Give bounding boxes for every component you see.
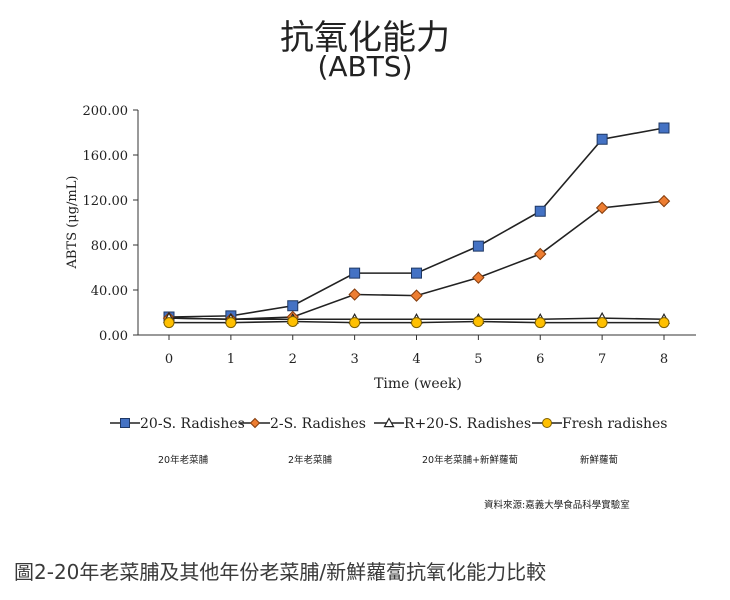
x-tick-label: 0: [165, 352, 173, 367]
x-axis-label: Time (week): [374, 376, 462, 392]
legend-marker: [532, 418, 562, 428]
series-fresh-radishes: [163, 316, 670, 329]
x-tick-label: 3: [350, 352, 358, 367]
legend-marker: [110, 418, 140, 428]
line-chart: 0.00 40.00 80.00 120.00 160.00 200.00 0 1 2 3 4 5 6…: [65, 104, 696, 392]
data-point: [225, 317, 237, 329]
chart-title: 抗氧化能力: [280, 18, 450, 58]
legend-label: Fresh radishes: [562, 416, 668, 432]
y-tick-label: 0.00: [99, 329, 128, 344]
chart-legend: 20-S. Radishes 20年老菜脯 2-S. Radishes 2年老菜脯 R+…: [110, 416, 710, 476]
legend-label: R+20-S. Radishes: [404, 416, 532, 432]
legend-label: 2-S. Radishes: [270, 416, 366, 432]
data-point: [383, 417, 395, 428]
legend-item: Fresh radishes: [532, 416, 668, 432]
y-tick-labels: 0.00 40.00 80.00 120.00 160.00 200.00: [83, 104, 138, 344]
x-tick-labels: 0 1 2 3 4 5 6 7 8: [165, 335, 668, 367]
data-point: [411, 267, 422, 279]
legend-marker: [374, 417, 404, 428]
x-tick-label: 1: [227, 352, 235, 367]
data-point: [410, 289, 423, 302]
x-tick-label: 7: [598, 352, 606, 367]
x-tick-label: 2: [289, 352, 297, 367]
data-point: [658, 122, 670, 134]
data-point: [534, 205, 546, 217]
data-point: [472, 271, 485, 284]
data-point: [596, 317, 608, 329]
y-tick-label: 160.00: [83, 149, 129, 164]
y-tick-label: 120.00: [83, 194, 129, 209]
y-tick-label: 40.00: [91, 284, 128, 299]
legend-marker: [240, 417, 270, 429]
chart-series: [162, 122, 671, 329]
source-note: 資料來源:嘉義大學食品科學實驗室: [484, 500, 630, 511]
data-point: [120, 418, 130, 428]
data-point: [163, 317, 175, 329]
x-tick-label: 4: [412, 352, 420, 367]
data-point: [287, 316, 299, 327]
data-point: [534, 317, 546, 329]
legend-label: 20-S. Radishes: [140, 416, 245, 432]
data-point: [595, 201, 609, 215]
data-point: [596, 133, 608, 145]
data-point: [542, 418, 552, 428]
series-line: [168, 127, 665, 318]
legend-item: 20-S. Radishes: [110, 416, 245, 432]
data-point: [348, 288, 361, 301]
legend-subtitle: 20年老菜脯+新鮮蘿蔔: [422, 455, 519, 466]
series-2-s-radishes: [162, 194, 671, 326]
data-point: [472, 316, 484, 327]
y-tick-label: 200.00: [83, 104, 129, 119]
data-point: [534, 247, 547, 261]
legend-subtitle: 20年老菜脯: [158, 455, 209, 466]
legend-item: R+20-S. Radishes: [374, 416, 531, 432]
data-point: [657, 194, 671, 208]
x-tick-label: 5: [474, 352, 482, 367]
data-point: [349, 317, 361, 329]
y-tick-label: 80.00: [91, 239, 128, 254]
chart-subtitle: (ABTS): [317, 50, 413, 83]
data-point: [349, 267, 361, 279]
legend-item: 2-S. Radishes: [240, 416, 366, 432]
data-point: [411, 317, 422, 329]
figure-caption: 圖2-20年老菜脯及其他年份老菜脯/新鮮蘿蔔抗氧化能力比較: [14, 560, 547, 584]
data-point: [287, 300, 299, 312]
data-point: [249, 417, 261, 429]
data-point: [658, 317, 670, 329]
legend-subtitle: 2年老菜脯: [288, 455, 333, 466]
x-tick-label: 6: [536, 352, 544, 367]
x-tick-label: 8: [660, 352, 668, 367]
data-point: [472, 240, 484, 252]
legend-subtitle: 新鮮蘿蔔: [580, 455, 619, 466]
y-axis-label: ABTS (μg/mL): [65, 176, 80, 270]
